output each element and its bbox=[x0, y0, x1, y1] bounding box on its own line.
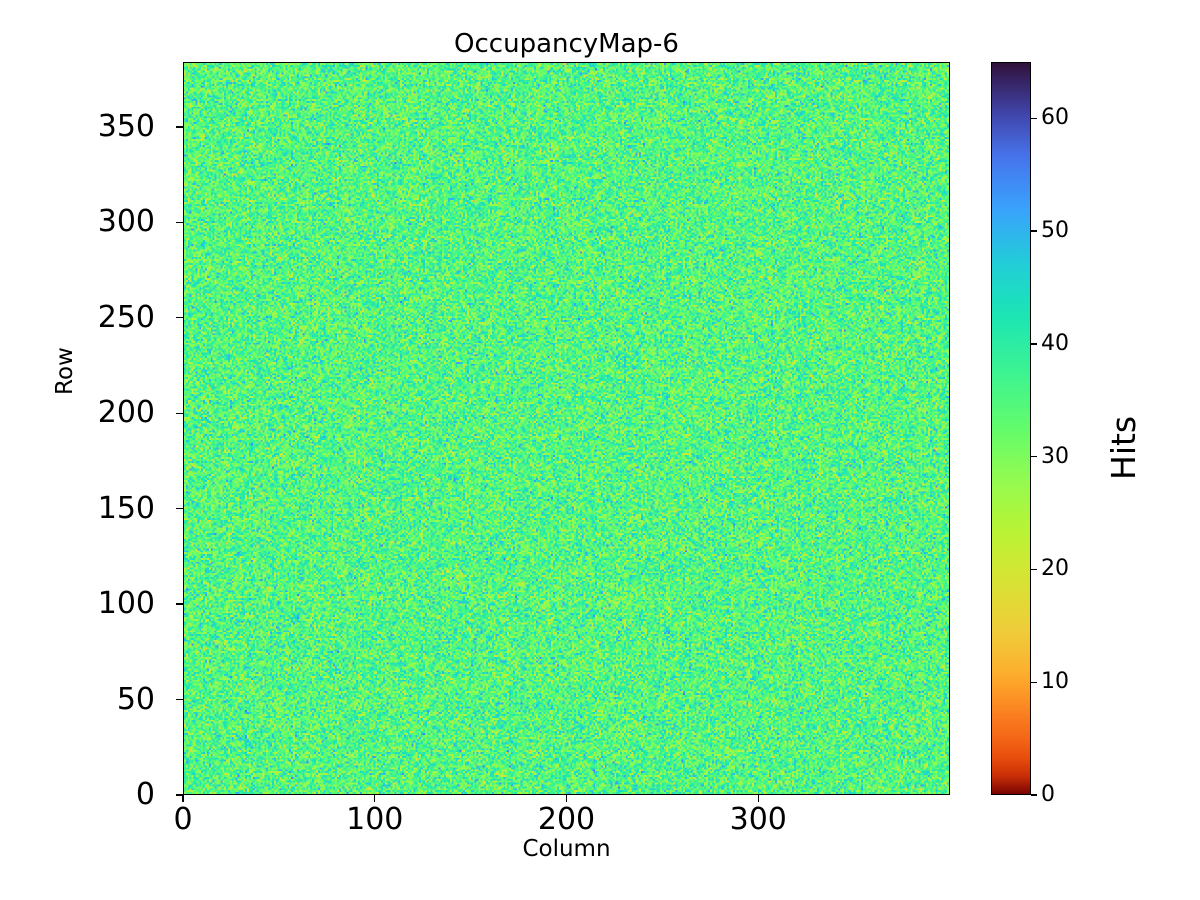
heatmap-plot-area bbox=[183, 62, 950, 795]
y-axis-tick-mark bbox=[176, 507, 183, 510]
colorbar-tick-label: 0 bbox=[1041, 782, 1055, 807]
y-axis-tick-label: 100 bbox=[97, 586, 155, 622]
colorbar-tick-mark bbox=[1031, 117, 1037, 120]
colorbar-tick-label: 10 bbox=[1041, 669, 1069, 695]
y-axis-label: Row bbox=[52, 347, 78, 395]
colorbar-tick-label: 50 bbox=[1041, 218, 1069, 244]
y-axis-tick-label: 350 bbox=[97, 108, 155, 144]
colorbar-tick-mark bbox=[1031, 568, 1037, 571]
x-axis-tick-mark bbox=[565, 795, 568, 802]
colorbar-gradient bbox=[992, 63, 1030, 794]
x-axis-tick-mark bbox=[182, 795, 184, 802]
x-axis-tick-label: 100 bbox=[346, 802, 404, 837]
colorbar-tick-mark bbox=[1031, 681, 1037, 683]
y-axis-tick-mark bbox=[176, 603, 183, 605]
x-axis-tick-mark bbox=[757, 795, 759, 802]
x-axis-tick-mark bbox=[374, 795, 376, 802]
colorbar-tick-label: 60 bbox=[1041, 105, 1069, 131]
y-axis-tick-label: 150 bbox=[97, 490, 155, 526]
colorbar-tick-mark bbox=[1031, 794, 1037, 796]
y-axis-tick-mark bbox=[176, 412, 183, 414]
y-axis-tick-label: 300 bbox=[97, 204, 155, 240]
y-axis-tick-mark bbox=[176, 221, 183, 224]
page-title: OccupancyMap-6 bbox=[454, 29, 679, 59]
y-axis-tick-mark bbox=[176, 698, 183, 701]
colorbar-tick-label: 30 bbox=[1041, 443, 1069, 469]
colorbar-label: Hits bbox=[1104, 415, 1143, 480]
y-axis-tick-label: 200 bbox=[97, 395, 155, 431]
y-axis-tick-label: 0 bbox=[135, 777, 155, 812]
x-axis-tick-label: 200 bbox=[537, 802, 596, 837]
y-axis-tick-label: 250 bbox=[97, 299, 155, 335]
colorbar bbox=[991, 62, 1031, 795]
heatmap-image bbox=[184, 63, 949, 794]
y-axis-tick-mark bbox=[176, 794, 183, 796]
colorbar-tick-label: 40 bbox=[1041, 330, 1069, 356]
y-axis-tick-mark bbox=[176, 126, 183, 128]
colorbar-tick-mark bbox=[1031, 455, 1037, 458]
colorbar-tick-mark bbox=[1031, 230, 1037, 232]
colorbar-tick-mark bbox=[1031, 343, 1037, 345]
x-axis-label: Column bbox=[522, 836, 611, 862]
x-axis-tick-label: 0 bbox=[173, 802, 193, 837]
y-axis-tick-mark bbox=[176, 317, 183, 319]
y-axis-tick-label: 50 bbox=[116, 681, 155, 717]
x-axis-tick-label: 300 bbox=[729, 802, 787, 837]
colorbar-tick-label: 20 bbox=[1041, 556, 1069, 582]
